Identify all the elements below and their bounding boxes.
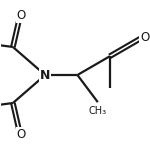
Text: CH₃: CH₃ — [89, 106, 107, 116]
Text: O: O — [17, 128, 26, 141]
Text: O: O — [17, 9, 26, 22]
Text: O: O — [140, 31, 149, 44]
Text: N: N — [40, 69, 50, 81]
